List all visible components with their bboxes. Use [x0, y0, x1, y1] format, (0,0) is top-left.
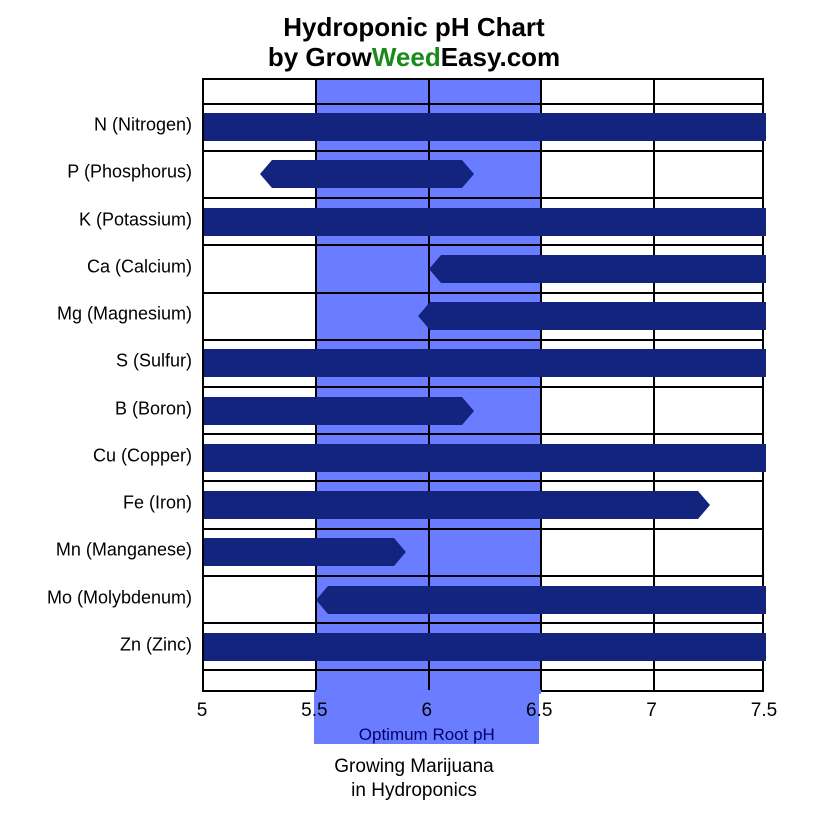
- chart-title-line1: Hydroponic pH Chart: [0, 12, 828, 43]
- title-pre: by Grow: [268, 42, 372, 72]
- x-tick-label: 6: [422, 700, 433, 722]
- x-tick-label: 5: [197, 700, 208, 722]
- gridline-horizontal: [204, 386, 762, 388]
- gridline-horizontal: [204, 244, 762, 246]
- bar-arrow-right-icon: [394, 538, 406, 566]
- gridline-horizontal: [204, 292, 762, 294]
- x-tick-label: 7.5: [751, 700, 777, 722]
- nutrient-label: N (Nitrogen): [94, 115, 192, 136]
- gridline-horizontal: [204, 669, 762, 671]
- gridline-horizontal: [204, 575, 762, 577]
- x-tick-label: 7: [646, 700, 657, 722]
- gridline-horizontal: [204, 433, 762, 435]
- gridline-horizontal: [204, 150, 762, 152]
- nutrient-label: Ca (Calcium): [87, 256, 192, 277]
- x-tick-label: 5.5: [301, 700, 327, 722]
- title-weed: Weed: [372, 42, 441, 72]
- nutrient-label: S (Sulfur): [116, 351, 192, 372]
- nutrient-bar: [441, 255, 766, 283]
- bar-arrow-right-icon: [462, 397, 474, 425]
- bar-arrow-right-icon: [462, 160, 474, 188]
- bar-arrow-left-icon: [260, 160, 272, 188]
- chart-plot-area: [202, 78, 764, 692]
- nutrient-bar: [204, 113, 766, 141]
- nutrient-label: Zn (Zinc): [120, 634, 192, 655]
- gridline-horizontal: [204, 528, 762, 530]
- nutrient-label: K (Potassium): [79, 209, 192, 230]
- nutrient-bar: [204, 444, 766, 472]
- gridline-horizontal: [204, 339, 762, 341]
- nutrient-bar: [430, 302, 766, 330]
- nutrient-label: Fe (Iron): [123, 493, 192, 514]
- bar-arrow-left-icon: [418, 302, 430, 330]
- bar-arrow-left-icon: [316, 586, 328, 614]
- gridline-horizontal: [204, 103, 762, 105]
- nutrient-bar: [204, 633, 766, 661]
- nutrient-bar: [204, 538, 394, 566]
- subtitle-line2: in Hydroponics: [0, 780, 828, 802]
- gridline-horizontal: [204, 622, 762, 624]
- gridline-horizontal: [204, 197, 762, 199]
- bar-arrow-left-icon: [429, 255, 441, 283]
- nutrient-label: Mo (Molybdenum): [47, 587, 192, 608]
- nutrient-bar: [204, 397, 462, 425]
- nutrient-label: Mg (Magnesium): [57, 304, 192, 325]
- nutrient-bar: [328, 586, 766, 614]
- nutrient-bar: [204, 208, 766, 236]
- nutrient-bar: [204, 491, 698, 519]
- x-tick-label: 6.5: [526, 700, 552, 722]
- nutrient-label: P (Phosphorus): [67, 162, 192, 183]
- nutrient-label: Mn (Manganese): [56, 540, 192, 561]
- nutrient-bar: [204, 349, 766, 377]
- gridline-horizontal: [204, 480, 762, 482]
- bar-arrow-right-icon: [698, 491, 710, 519]
- nutrient-bar: [272, 160, 462, 188]
- subtitle-line1: Growing Marijuana: [0, 756, 828, 778]
- nutrient-label: Cu (Copper): [93, 445, 192, 466]
- chart-title-line2: by GrowWeedEasy.com: [0, 42, 828, 73]
- nutrient-label: B (Boron): [115, 398, 192, 419]
- title-post: Easy.com: [441, 42, 560, 72]
